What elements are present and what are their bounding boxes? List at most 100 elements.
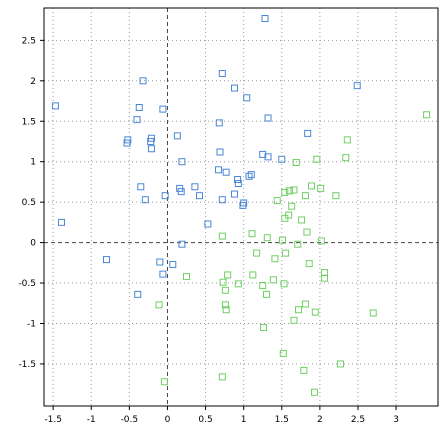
x-tick-label: -1 — [87, 415, 96, 425]
data-point — [288, 202, 296, 210]
x-tick-label: 0 — [165, 415, 171, 425]
x-tick-label: -1.5 — [44, 415, 62, 425]
data-point — [305, 260, 313, 268]
y-tick-label: 1.5 — [22, 117, 36, 127]
y-tick-label: -1 — [27, 319, 36, 329]
data-point — [332, 192, 340, 200]
data-point — [215, 166, 223, 174]
x-tick-label: 1.5 — [275, 415, 289, 425]
data-point — [239, 201, 247, 209]
data-point — [369, 309, 377, 317]
data-point — [317, 184, 325, 192]
data-point — [281, 188, 289, 196]
data-point — [282, 249, 290, 257]
data-point — [215, 119, 223, 127]
data-point — [271, 255, 279, 263]
data-point — [141, 196, 149, 204]
data-point — [278, 155, 286, 163]
data-point — [281, 214, 289, 222]
data-point — [300, 366, 308, 374]
data-point — [290, 186, 298, 194]
data-point — [303, 228, 311, 236]
data-point — [295, 306, 303, 314]
y-tick-label: 0.5 — [22, 198, 36, 208]
data-point — [231, 84, 239, 92]
data-point — [245, 172, 253, 180]
data-point — [159, 270, 167, 278]
data-point — [249, 271, 257, 279]
y-tick-label: -0.5 — [18, 279, 36, 289]
data-point — [177, 188, 185, 196]
data-point — [259, 281, 267, 289]
data-point — [336, 360, 344, 368]
y-axis-ticks: -1.5 -1 -0.5 0 0.5 1 1.5 2 2.5 — [18, 36, 44, 370]
series-1 — [51, 15, 361, 298]
data-point — [301, 192, 309, 200]
x-tick-label: -0.5 — [121, 415, 139, 425]
data-point — [221, 286, 229, 294]
data-point — [218, 70, 226, 78]
data-point — [263, 234, 271, 242]
data-point — [261, 15, 269, 23]
data-point — [161, 192, 169, 200]
data-point — [216, 148, 224, 156]
data-point — [292, 159, 300, 167]
data-point — [155, 301, 163, 309]
zero-axis-lines — [44, 8, 438, 406]
data-point — [178, 240, 186, 248]
data-point — [259, 150, 267, 158]
data-point — [279, 236, 287, 244]
data-point — [273, 197, 281, 205]
data-point — [191, 183, 199, 191]
data-point — [294, 240, 302, 248]
y-tick-label: -1.5 — [18, 360, 36, 370]
x-tick-label: 2 — [317, 415, 323, 425]
data-point — [231, 190, 239, 198]
data-point — [285, 187, 293, 195]
y-tick-label: 0 — [30, 239, 36, 249]
data-point — [156, 258, 164, 266]
data-point — [269, 276, 277, 284]
series-2 — [155, 111, 431, 396]
data-point — [301, 300, 309, 308]
data-point — [259, 324, 267, 332]
data-point — [290, 316, 298, 324]
data-point — [139, 77, 147, 85]
data-point — [253, 249, 261, 257]
data-point — [51, 102, 59, 110]
data-point — [248, 230, 256, 238]
data-point — [218, 196, 226, 204]
plot-frame — [43, 7, 439, 407]
data-point — [173, 132, 181, 140]
data-point — [178, 158, 186, 166]
data-point — [102, 256, 110, 264]
data-point — [160, 378, 168, 386]
data-point — [219, 278, 227, 286]
data-point — [264, 153, 272, 161]
data-point — [264, 114, 272, 122]
data-point — [423, 111, 431, 119]
data-point — [243, 94, 251, 102]
data-point — [320, 274, 328, 282]
data-point — [133, 116, 141, 124]
data-point — [263, 290, 271, 298]
data-point — [195, 192, 203, 200]
data-point — [224, 271, 232, 279]
data-point — [169, 260, 177, 268]
data-point — [134, 290, 142, 298]
x-tick-label: 3 — [393, 415, 399, 425]
data-point — [353, 82, 361, 90]
x-tick-label: 0.5 — [198, 415, 212, 425]
data-point — [304, 129, 312, 137]
data-point — [313, 155, 321, 163]
y-tick-label: 2.5 — [22, 36, 36, 46]
data-point — [234, 180, 242, 188]
data-point — [343, 136, 351, 144]
data-point — [307, 182, 315, 190]
data-point — [279, 349, 287, 357]
data-point — [298, 216, 306, 224]
data-point — [311, 388, 319, 396]
data-point — [317, 237, 325, 245]
